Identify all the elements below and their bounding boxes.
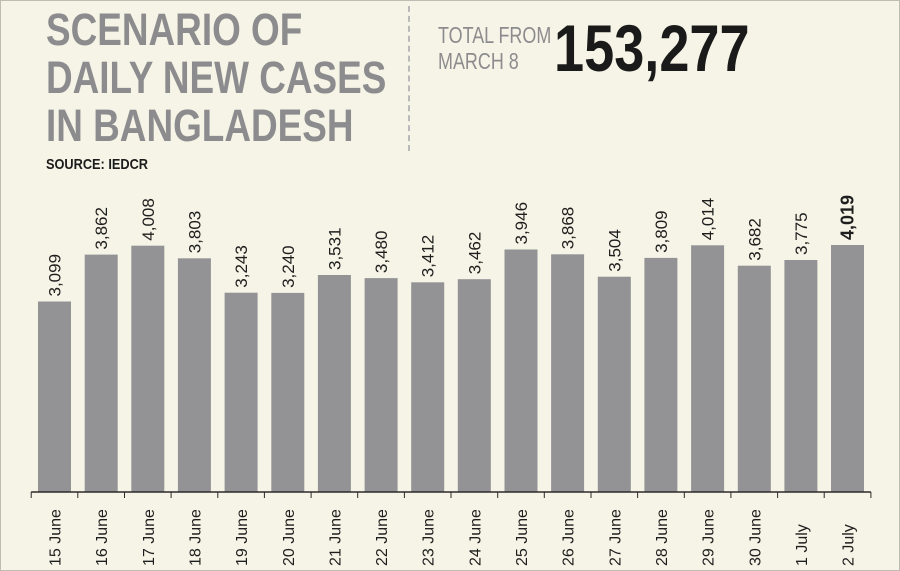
bar-20-june (271, 292, 305, 492)
category-label: 16 June (94, 509, 111, 566)
category-label: 2 July (841, 524, 858, 566)
category-label: 23 June (421, 509, 438, 566)
bar-27-june (597, 276, 631, 492)
category-label: 25 June (514, 509, 531, 566)
bar-30-june (737, 265, 771, 492)
value-label: 3,480 (372, 231, 391, 274)
bar-1-july (784, 260, 818, 492)
category-label: 30 June (747, 509, 764, 566)
bars-group (38, 245, 864, 492)
category-label: 1 July (794, 524, 811, 566)
bar-26-june (551, 254, 585, 492)
source-note: SOURCE: IEDCR (46, 156, 149, 173)
category-label: 26 June (561, 509, 578, 566)
category-labels-group: 15 June 16 June 17 June 18 June 19 June 20 Ju… (48, 509, 858, 566)
title-line-1: SCENARIO OF (46, 4, 303, 55)
bar-25-june (504, 249, 538, 492)
value-label: 3,862 (92, 207, 111, 250)
category-label: 28 June (654, 509, 671, 566)
category-label: 27 June (607, 509, 624, 566)
bar-18-june (177, 258, 211, 492)
total-value: 153,277 (554, 11, 750, 85)
bar-29-june (691, 245, 725, 492)
total-label: TOTAL FROM MARCH 8 (438, 22, 551, 74)
x-ticks-group (30, 492, 872, 498)
value-label: 3,946 (512, 202, 531, 245)
value-label: 3,809 (652, 210, 671, 253)
bar-17-june (131, 245, 165, 492)
title-line-2: DAILY NEW CASES (46, 52, 387, 103)
bar-16-june (84, 254, 118, 492)
value-label: 3,531 (325, 227, 344, 270)
value-label: 4,008 (139, 198, 158, 241)
category-label: 24 June (467, 509, 484, 566)
value-label: 3,868 (559, 207, 578, 250)
value-label: 3,462 (465, 232, 484, 275)
bar-19-june (224, 292, 258, 492)
value-label: 3,240 (279, 245, 298, 288)
value-label: 3,803 (185, 211, 204, 254)
bar-21-june (317, 275, 351, 492)
value-label: 4,014 (699, 198, 718, 241)
bar-28-june (644, 257, 678, 492)
header-divider (408, 6, 410, 151)
title-line-3: IN BANGLADESH (46, 100, 354, 151)
category-label: 15 June (48, 509, 65, 566)
category-label: 18 June (187, 509, 204, 566)
value-label: 3,775 (792, 212, 811, 255)
value-label: 4,019 (838, 195, 858, 240)
category-label: 19 June (234, 509, 251, 566)
value-labels-group: 3,099 3,862 4,008 3,803 3,243 3,240 3,531 3,480… (46, 195, 858, 297)
value-label: 3,099 (46, 254, 65, 297)
bar-22-june (364, 278, 398, 492)
category-label: 20 June (281, 509, 298, 566)
category-label: 22 June (374, 509, 391, 566)
value-label: 3,682 (745, 218, 764, 261)
chart-title: SCENARIO OF DAILY NEW CASES IN BANGLADES… (46, 6, 386, 150)
value-label: 3,504 (605, 229, 624, 272)
bar-15-june (38, 301, 71, 492)
value-label: 3,243 (232, 245, 251, 288)
bar-23-june (411, 282, 445, 492)
category-label: 17 June (141, 509, 158, 566)
category-label: 29 June (701, 509, 718, 566)
bar-2-july (831, 245, 864, 492)
total-label-line-1: TOTAL FROM (438, 22, 552, 48)
bar-24-june (457, 279, 491, 492)
category-label: 21 June (327, 509, 344, 566)
total-label-line-2: MARCH 8 (438, 48, 519, 74)
value-label: 3,412 (419, 235, 438, 278)
